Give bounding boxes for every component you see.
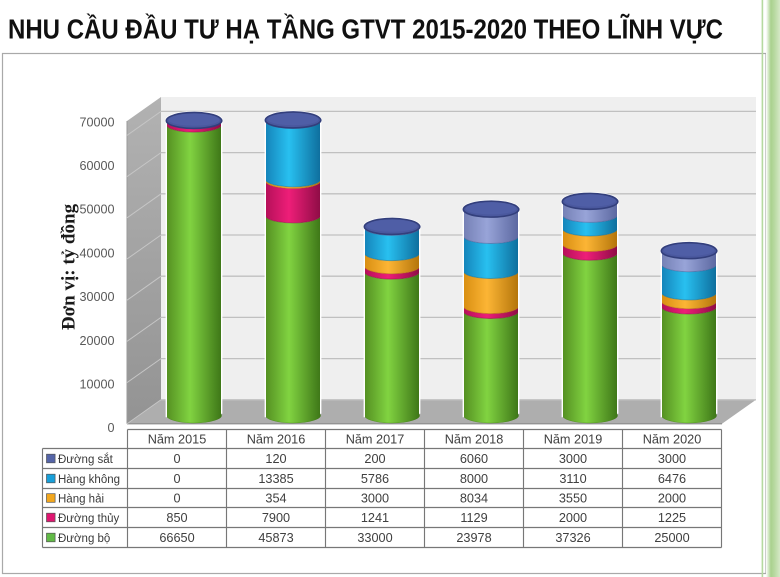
svg-text:7900: 7900: [262, 511, 290, 525]
svg-text:30000: 30000: [79, 290, 114, 304]
svg-text:23978: 23978: [456, 531, 491, 545]
svg-text:Đường bộ: Đường bộ: [58, 533, 110, 545]
svg-text:0: 0: [107, 421, 114, 435]
svg-text:2000: 2000: [559, 511, 587, 525]
svg-text:200: 200: [364, 452, 385, 466]
svg-text:120: 120: [265, 452, 286, 466]
svg-text:Hàng không: Hàng không: [58, 474, 120, 486]
svg-text:8000: 8000: [460, 472, 488, 486]
svg-text:Đường thủy: Đường thủy: [58, 513, 120, 525]
svg-text:5786: 5786: [361, 472, 389, 486]
svg-text:Năm 2016: Năm 2016: [247, 433, 306, 447]
svg-text:1129: 1129: [460, 511, 487, 525]
svg-text:6060: 6060: [460, 452, 488, 466]
svg-text:Năm 2019: Năm 2019: [544, 433, 603, 447]
svg-text:10000: 10000: [79, 377, 114, 391]
svg-text:Năm 2020: Năm 2020: [643, 433, 702, 447]
svg-text:8034: 8034: [460, 491, 488, 505]
svg-text:3000: 3000: [361, 491, 389, 505]
svg-text:60000: 60000: [79, 159, 114, 173]
svg-text:Năm 2018: Năm 2018: [445, 433, 504, 447]
svg-text:Đường sắt: Đường sắt: [58, 453, 114, 466]
svg-text:NHU CẦU ĐẦU TƯ HẠ TẦNG GTVT 20: NHU CẦU ĐẦU TƯ HẠ TẦNG GTVT 2015-2020 TH…: [8, 13, 723, 45]
svg-text:50000: 50000: [79, 203, 114, 217]
svg-text:20000: 20000: [79, 334, 114, 348]
svg-text:1241: 1241: [361, 511, 389, 525]
svg-text:40000: 40000: [79, 246, 114, 260]
svg-text:0: 0: [173, 491, 180, 505]
svg-text:70000: 70000: [79, 115, 114, 129]
svg-text:6476: 6476: [658, 472, 686, 486]
svg-text:Năm 2017: Năm 2017: [346, 433, 405, 447]
svg-text:3550: 3550: [559, 491, 587, 505]
svg-text:Năm 2015: Năm 2015: [148, 433, 207, 447]
svg-text:45873: 45873: [258, 531, 293, 545]
svg-text:33000: 33000: [357, 531, 392, 545]
svg-text:3000: 3000: [559, 452, 587, 466]
svg-text:Đơn vị: tỷ đồng: Đơn vị: tỷ đồng: [59, 203, 80, 330]
svg-text:13385: 13385: [258, 472, 293, 486]
svg-text:0: 0: [173, 472, 180, 486]
svg-text:3000: 3000: [658, 452, 686, 466]
svg-text:850: 850: [166, 511, 187, 525]
svg-text:3110: 3110: [559, 472, 586, 486]
svg-text:37326: 37326: [555, 531, 590, 545]
svg-text:2000: 2000: [658, 491, 686, 505]
svg-text:66650: 66650: [159, 531, 194, 545]
svg-text:Hàng hải: Hàng hải: [58, 493, 104, 505]
svg-text:1225: 1225: [658, 511, 686, 525]
svg-text:0: 0: [173, 452, 180, 466]
svg-text:354: 354: [265, 491, 286, 505]
svg-text:25000: 25000: [654, 531, 689, 545]
